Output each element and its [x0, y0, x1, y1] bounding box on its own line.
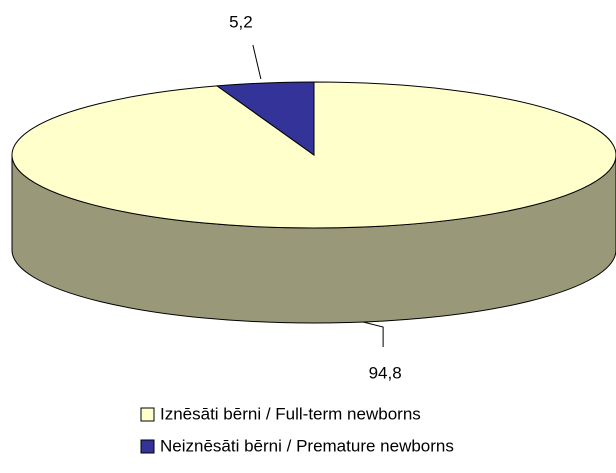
slice	[215, 81, 315, 156]
data-label: 5,2	[229, 12, 253, 31]
leader-line	[252, 44, 262, 80]
legend-swatch	[140, 407, 155, 422]
legend-label: Neiznēsāti bērni / Premature newborns	[160, 436, 454, 455]
data-label: 94,8	[369, 364, 402, 383]
legend-swatch	[140, 439, 155, 454]
leader-line	[362, 321, 384, 348]
legend-label: Iznēsāti bērni / Full-term newborns	[160, 404, 421, 423]
